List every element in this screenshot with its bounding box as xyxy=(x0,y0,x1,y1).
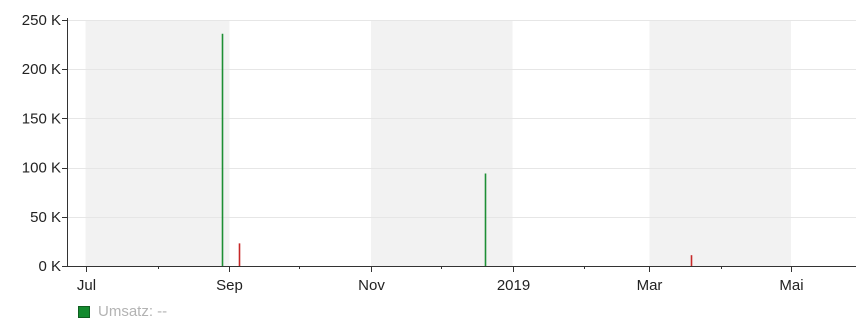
y-tick-labels: 0 K 50 K 100 K 150 K 200 K 250 K xyxy=(22,12,61,275)
x-tick-label: Mai xyxy=(779,277,803,294)
y-tick-label: 50 K xyxy=(30,209,61,226)
y-tick-label: 150 K xyxy=(22,110,61,127)
shaded-band xyxy=(649,20,792,266)
x-tick-label: 2019 xyxy=(497,277,530,294)
axes xyxy=(62,18,856,272)
legend-label-umsatz: Umsatz: -- xyxy=(98,303,168,320)
x-tick-label: Nov xyxy=(358,277,385,294)
x-tick-label: Mar xyxy=(637,277,663,294)
y-tick-label: 0 K xyxy=(38,258,61,275)
shaded-bands xyxy=(85,20,792,266)
x-tick-label: Jul xyxy=(77,277,96,294)
x-tick-label: Sep xyxy=(216,277,243,294)
legend: Umsatz: -- xyxy=(78,303,167,320)
y-tick-label: 100 K xyxy=(22,160,61,177)
bars xyxy=(221,33,693,266)
shaded-band xyxy=(370,20,513,266)
legend-swatch-umsatz[interactable] xyxy=(78,305,90,318)
shaded-band xyxy=(85,20,230,266)
y-tick-label: 250 K xyxy=(22,12,61,29)
x-tick-labels: Jul Sep Nov 2019 Mar Mai xyxy=(77,277,804,294)
y-tick-label: 200 K xyxy=(22,61,61,78)
grid-lines xyxy=(67,20,856,218)
